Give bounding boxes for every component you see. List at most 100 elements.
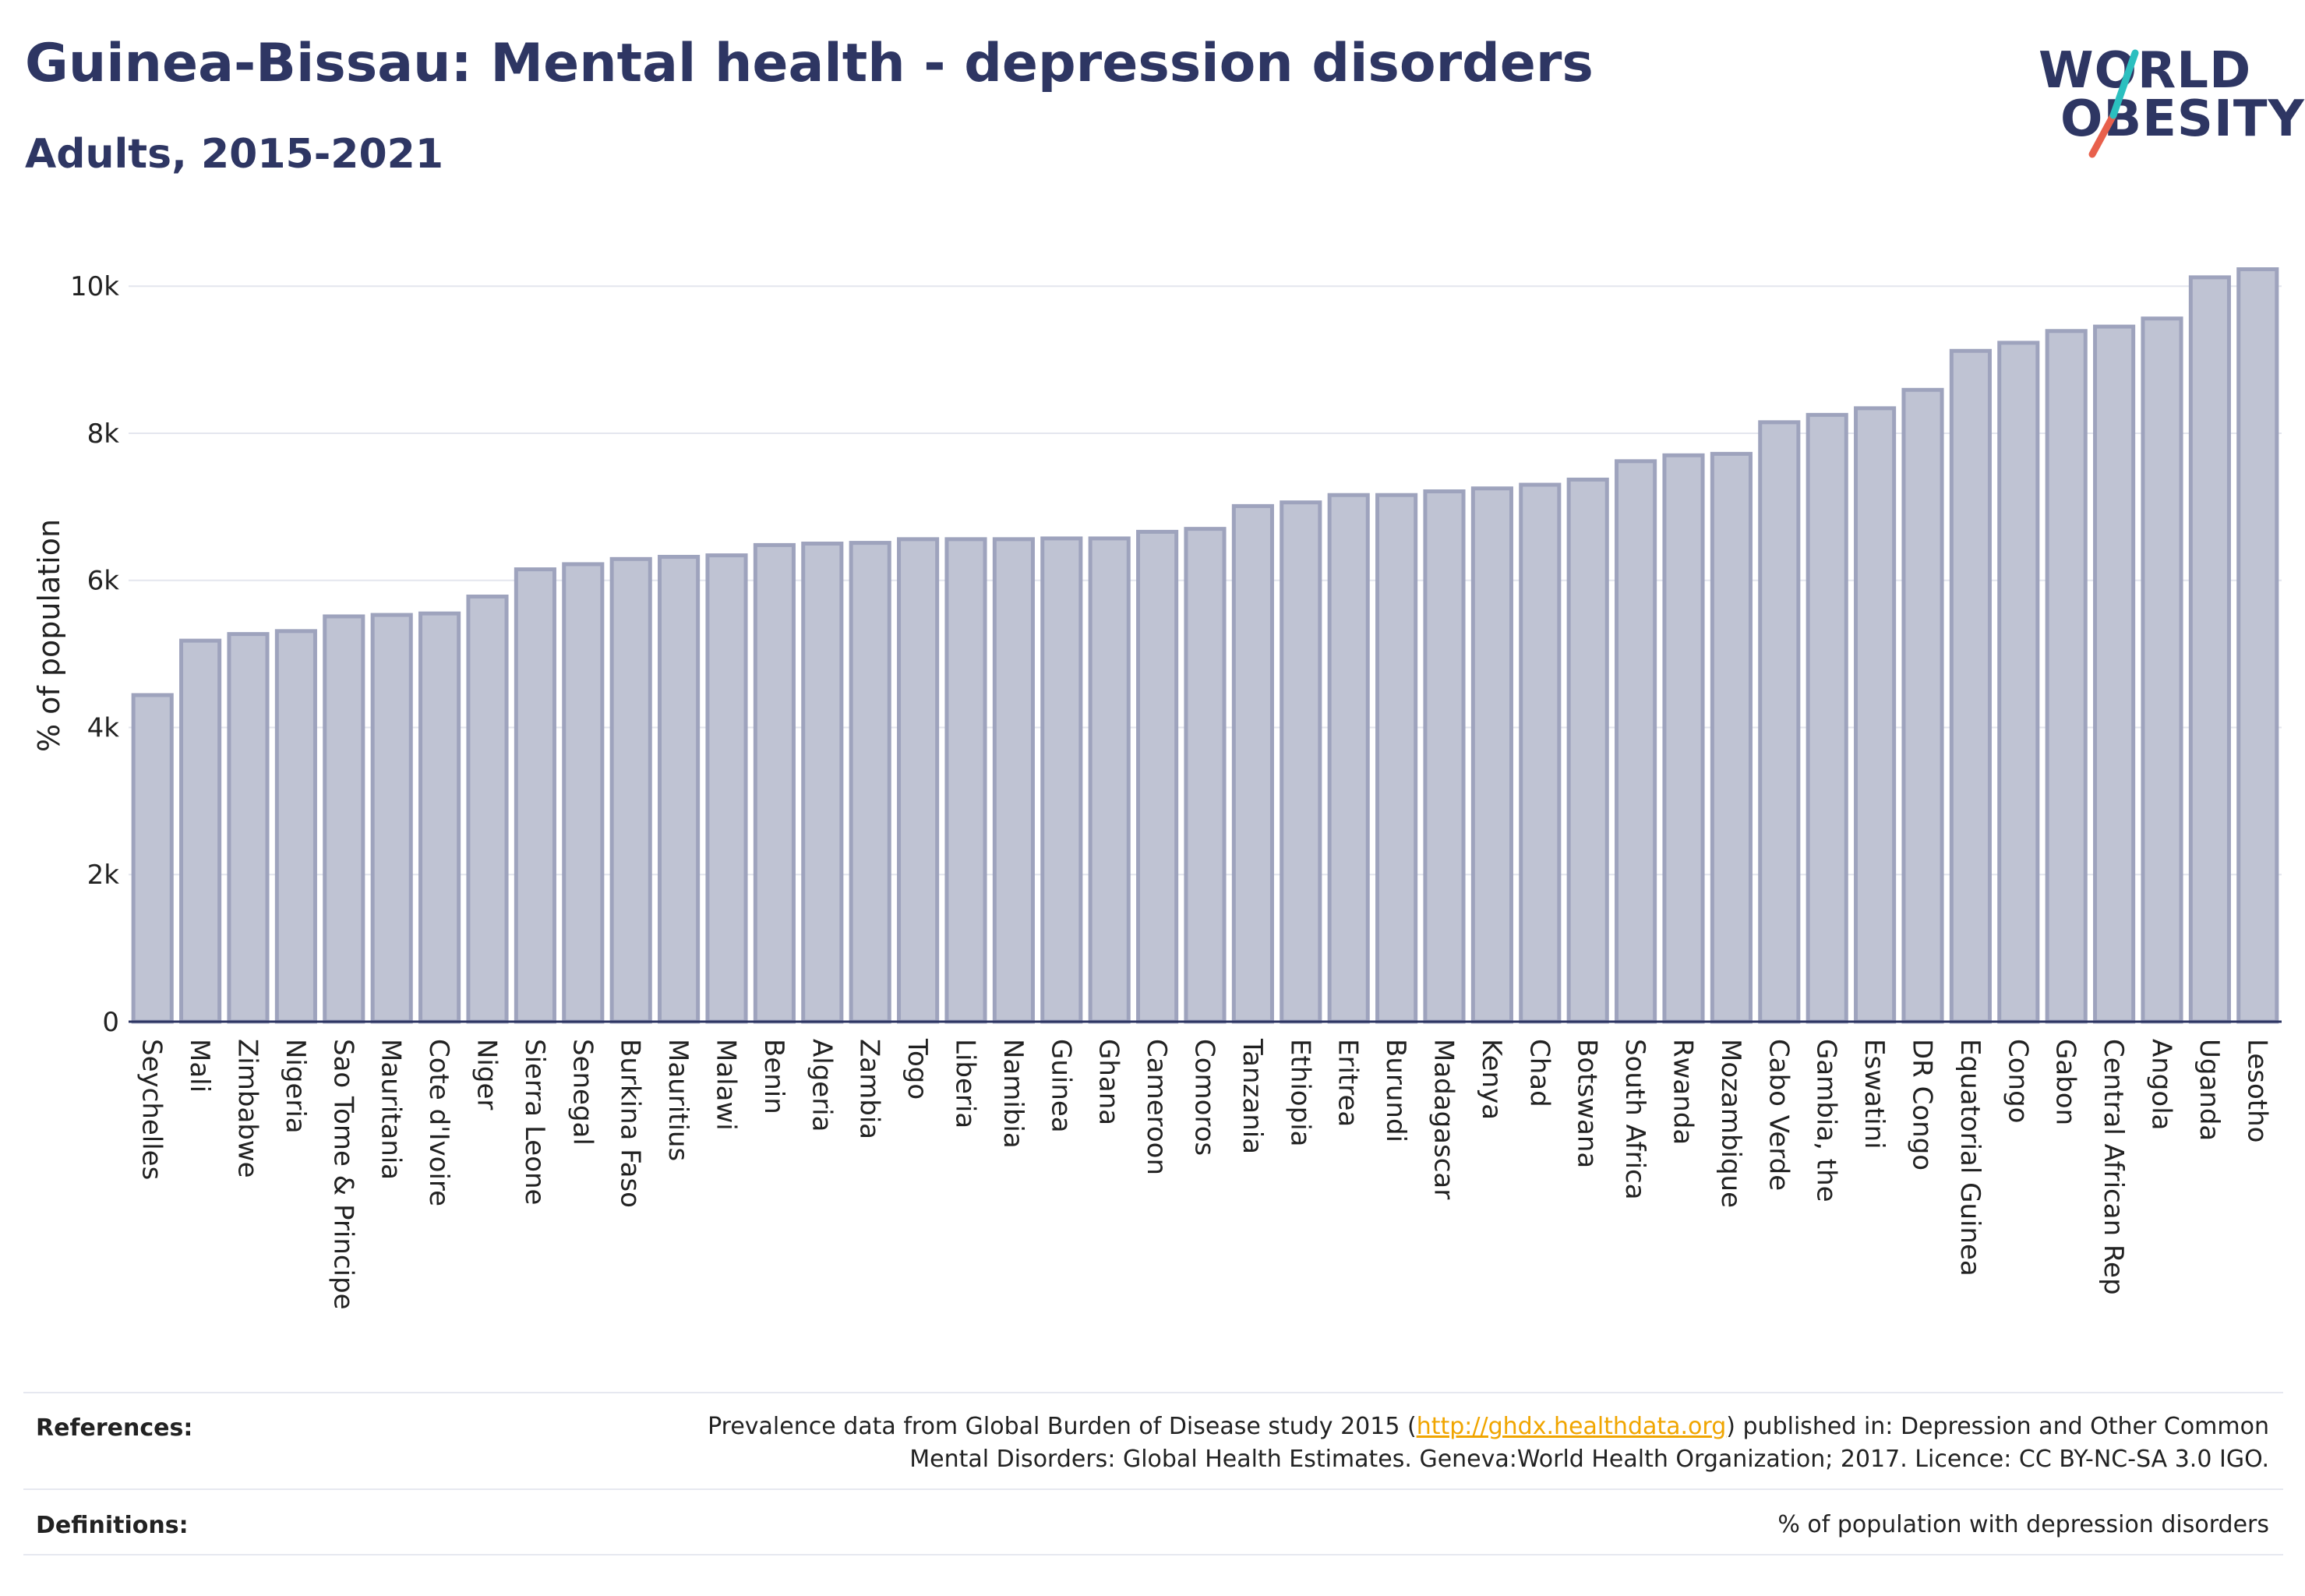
footer-divider-top	[23, 1392, 2283, 1393]
x-tick-label: Central African Rep	[2098, 1039, 2129, 1295]
bar	[1662, 453, 1705, 1024]
x-tick-label: Eritrea	[1333, 1039, 1364, 1127]
x-tick-label: Mauritius	[662, 1039, 694, 1161]
x-tick-label: Sierra Leone	[519, 1039, 550, 1205]
x-tick-label: Congo	[2002, 1039, 2033, 1123]
bar	[227, 632, 270, 1024]
bar	[658, 555, 701, 1024]
x-tick-label: Madagascar	[1428, 1039, 1460, 1199]
x-tick-label: Equatorial Guinea	[1954, 1039, 1986, 1276]
bar	[1375, 493, 1418, 1024]
x-tick-label: Ethiopia	[1284, 1039, 1315, 1146]
bar	[1136, 529, 1179, 1024]
bar	[1519, 482, 1562, 1024]
bar	[1710, 451, 1753, 1024]
bar	[1901, 387, 1944, 1024]
x-tick-label: Cote d'Ivoire	[423, 1039, 454, 1206]
x-tick-label: Niger	[471, 1039, 503, 1110]
x-tick-label: Rwanda	[1668, 1039, 1699, 1145]
x-tick-label: Guinea	[1045, 1039, 1076, 1133]
x-tick-label: Zambia	[854, 1039, 885, 1139]
bar	[2188, 275, 2231, 1024]
bar	[1949, 348, 1992, 1024]
x-tick-label: Cabo Verde	[1763, 1039, 1794, 1191]
bar	[1997, 341, 2040, 1024]
x-tick-label: Comoros	[1189, 1039, 1220, 1156]
x-tick-label: Seychelles	[136, 1039, 168, 1180]
bar	[2093, 324, 2136, 1024]
bar	[992, 537, 1035, 1024]
x-tick-label: Algeria	[806, 1039, 837, 1132]
x-tick-label: Uganda	[2194, 1039, 2225, 1141]
references-text: Prevalence data from Global Burden of Di…	[708, 1411, 2269, 1476]
bar	[705, 553, 748, 1024]
x-tick-label: Kenya	[1476, 1039, 1507, 1120]
bar	[1423, 489, 1466, 1024]
definitions-label: Definitions:	[36, 1512, 189, 1539]
references-link[interactable]: http://ghdx.healthdata.org	[1416, 1413, 1727, 1440]
logo-line-1: WORLD	[2038, 42, 2252, 100]
footer-divider-middle	[23, 1488, 2283, 1490]
bar	[323, 614, 365, 1024]
x-tick-label: DR Congo	[1907, 1039, 1938, 1171]
bar	[274, 629, 317, 1024]
bar	[1615, 459, 1657, 1024]
x-tick-label: Burundi	[1380, 1039, 1411, 1142]
x-tick-label: Mauritania	[376, 1039, 407, 1180]
bar	[849, 541, 891, 1024]
x-tick-label: Malawi	[711, 1039, 742, 1131]
y-tick-label: 4k	[87, 712, 120, 743]
references-text-part-3: Mental Disorders: Global Health Estimate…	[909, 1446, 2269, 1473]
x-tick-label: Benin	[758, 1039, 789, 1114]
x-tick-label: Sao Tome & Principe	[327, 1039, 358, 1310]
bar	[2236, 267, 2279, 1024]
bar	[1470, 486, 1513, 1024]
bar	[514, 567, 556, 1024]
x-tick-label: Nigeria	[280, 1039, 311, 1134]
bar	[131, 693, 174, 1024]
x-tick-label: Burkina Faso	[615, 1039, 646, 1208]
x-tick-label: Tanzania	[1237, 1038, 1268, 1154]
y-tick-label: 6k	[87, 566, 120, 597]
bar	[466, 594, 509, 1024]
bar	[801, 542, 844, 1024]
bar	[1566, 477, 1609, 1024]
references-text-part-2: ) published in: Depression and Other Com…	[1726, 1413, 2269, 1440]
x-tick-label: Gabon	[2050, 1039, 2081, 1125]
x-tick-label: Zimbabwe	[232, 1039, 263, 1178]
x-tick-label: Eswatini	[1858, 1039, 1890, 1149]
x-tick-label: Gambia, the	[1811, 1039, 1842, 1202]
bar	[897, 537, 940, 1024]
bar	[1280, 500, 1322, 1024]
bar	[753, 542, 796, 1024]
bar	[1327, 493, 1370, 1024]
bar	[1806, 412, 1848, 1024]
bar	[1184, 527, 1227, 1024]
x-tick-label: Senegal	[567, 1039, 598, 1146]
references-text-part-1: Prevalence data from Global Burden of Di…	[708, 1413, 1417, 1440]
x-tick-label: Togo	[902, 1038, 933, 1100]
world-obesity-logo: WORLD OBESITY	[2026, 37, 2304, 170]
y-tick-label: 8k	[87, 418, 120, 450]
x-tick-label: Angola	[2146, 1039, 2177, 1130]
bar	[1758, 420, 1801, 1024]
y-tick-label: 2k	[87, 860, 120, 891]
x-tick-label: Liberia	[950, 1039, 981, 1128]
page-subtitle: Adults, 2015-2021	[25, 131, 444, 178]
bar-chart: 0 2k 4k 6k 8k 10k % of population Seychelles Mal…	[32, 267, 2282, 1310]
y-axis-label: % of population	[32, 519, 66, 752]
logo-slash-icon	[2088, 49, 2139, 158]
bar	[1854, 406, 1897, 1024]
page-title: Guinea-Bissau: Mental health - depressio…	[25, 33, 1594, 94]
bar	[1088, 536, 1131, 1024]
bar	[179, 638, 222, 1024]
y-tick-label: 10k	[70, 271, 119, 302]
bar	[418, 611, 461, 1024]
bar	[370, 613, 413, 1024]
references-label: References:	[36, 1414, 193, 1442]
definitions-text: % of population with depression disorder…	[1777, 1511, 2269, 1538]
x-tick-label: South Africa	[1619, 1039, 1650, 1200]
bar	[944, 537, 987, 1024]
x-tick-label: Ghana	[1093, 1039, 1124, 1125]
footer-divider-bottom	[23, 1554, 2283, 1555]
